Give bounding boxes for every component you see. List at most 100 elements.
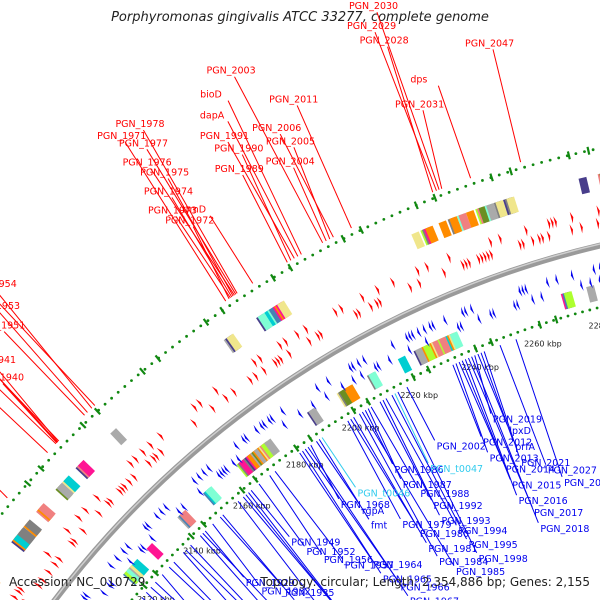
reverse-gene-arrow: [443, 314, 448, 326]
forward-gene-arrow: [475, 253, 481, 266]
label-leader-line: [227, 121, 299, 257]
forward-gene-arrow: [144, 459, 153, 469]
reverse-gene-arrow: [513, 299, 518, 312]
tick-dot-outer: [295, 262, 299, 265]
gene-label: PGN_1977: [119, 138, 168, 149]
forward-gene-arrow: [281, 337, 289, 348]
tick-dot-outer: [350, 233, 354, 236]
major-tick: [202, 318, 210, 326]
forward-gene-arrow: [103, 499, 113, 509]
reverse-gene-arrow: [233, 440, 241, 451]
reverse-gene-arrow: [580, 279, 584, 291]
forward-gene-arrow: [389, 277, 395, 289]
tick-dot-inner: [272, 463, 276, 467]
reverse-gene-arrow: [407, 344, 413, 356]
label-leader-line: [364, 410, 393, 465]
minor-tick: [586, 146, 591, 155]
forward-gene-arrow: [358, 292, 365, 304]
tick-dot-outer: [319, 249, 322, 253]
tick-dot-outer: [374, 221, 378, 225]
tick-dot-inner: [446, 359, 450, 362]
label-leader-line: [227, 141, 295, 259]
tick-dot-outer: [257, 284, 261, 288]
tick-dot-inner: [552, 318, 555, 322]
label-leader-line: [190, 544, 244, 600]
tick-dot-outer: [71, 433, 75, 437]
gene-label: PGN_1998: [479, 554, 528, 565]
reverse-gene-arrow: [269, 413, 277, 424]
reverse-gene-arrow: [153, 511, 162, 521]
tick-dot-inner: [236, 491, 240, 495]
reverse-gene-arrow: [390, 339, 397, 351]
label-leader-line: [492, 49, 522, 163]
gene-label: PGN_2015: [512, 480, 561, 491]
tick-dot-inner: [502, 336, 506, 339]
gene-label: PGN_2017: [534, 508, 583, 519]
label-leader-line: [242, 174, 288, 263]
label-leader-line: [0, 303, 96, 406]
tick-dot-inner: [379, 393, 383, 396]
reverse-gene-arrow: [376, 360, 382, 371]
major-tick: [140, 582, 148, 590]
tick-dot-inner: [419, 372, 423, 375]
reverse-gene-arrow: [190, 476, 199, 486]
tick-label: 2200 kbp: [342, 423, 380, 432]
reverse-gene-arrow: [119, 546, 129, 555]
reverse-gene-arrow: [220, 466, 229, 476]
label-leader-line: [422, 110, 443, 189]
tick-dot-inner: [140, 586, 144, 590]
tick-dot-outer: [110, 396, 114, 400]
gene-label: PGN_1993: [441, 516, 490, 527]
tick-dot-inner: [581, 310, 584, 314]
forward-gene-arrow: [156, 432, 165, 442]
gene-label: PGN_1935: [285, 588, 334, 599]
cog-feature-box: [368, 371, 384, 390]
gene-label: PGN_2047: [465, 38, 514, 49]
minor-tick: [37, 464, 45, 472]
label-leader-line: [0, 294, 93, 409]
accession-label: Accession: NC_010729: [9, 575, 146, 589]
reverse-gene-arrow: [253, 424, 261, 435]
forward-gene-arrow: [156, 447, 165, 457]
cog-feature-box: [205, 486, 222, 504]
tick-dot-outer: [591, 148, 595, 152]
reverse-gene-arrow: [261, 419, 269, 429]
gene-label: PGN_1978: [115, 119, 164, 130]
forward-gene-arrow: [466, 257, 471, 269]
cog-feature-box: [495, 199, 508, 218]
reverse-gene-arrow: [424, 335, 430, 347]
tick-label: 2260 kbp: [524, 340, 562, 349]
label-leader-line: [209, 215, 254, 284]
reverse-gene-arrow: [314, 382, 322, 393]
forward-gene-arrow: [49, 561, 60, 569]
gene-label: PGN_2006: [252, 123, 301, 134]
tick-dot-outer: [90, 414, 94, 418]
forward-gene-arrow: [488, 249, 493, 261]
label-leader-line: [2, 383, 58, 444]
gene-label: PGN_1965: [383, 574, 432, 585]
tick-dot-inner: [346, 412, 350, 416]
cog-feature-box: [449, 331, 464, 350]
gene-label: trmD: [182, 205, 206, 216]
label-leader-line: [391, 394, 468, 540]
tick-dot-outer: [583, 150, 586, 154]
tick-dot-inner: [509, 333, 513, 337]
label-leader-line: [171, 197, 233, 298]
reverse-gene-arrow: [464, 305, 469, 317]
tick-dot-outer: [514, 168, 518, 172]
gene-label: rgpA: [362, 506, 385, 517]
label-leader-line: [394, 393, 429, 464]
gene-label: PGN_1991: [200, 131, 249, 142]
label-leader-line: [455, 363, 489, 453]
label-leader-line: [302, 450, 382, 574]
reverse-gene-arrow: [297, 408, 304, 419]
label-leader-line: [437, 85, 472, 179]
reverse-gene-arrow: [141, 523, 151, 532]
tick-dot-inner: [181, 542, 185, 546]
reverse-gene-arrow: [113, 554, 123, 562]
tick-dot-inner: [284, 454, 288, 458]
forward-gene-arrow: [67, 540, 77, 548]
tick-dot-inner: [460, 352, 464, 356]
forward-gene-arrow: [78, 527, 88, 536]
forward-gene-arrow: [73, 514, 83, 523]
